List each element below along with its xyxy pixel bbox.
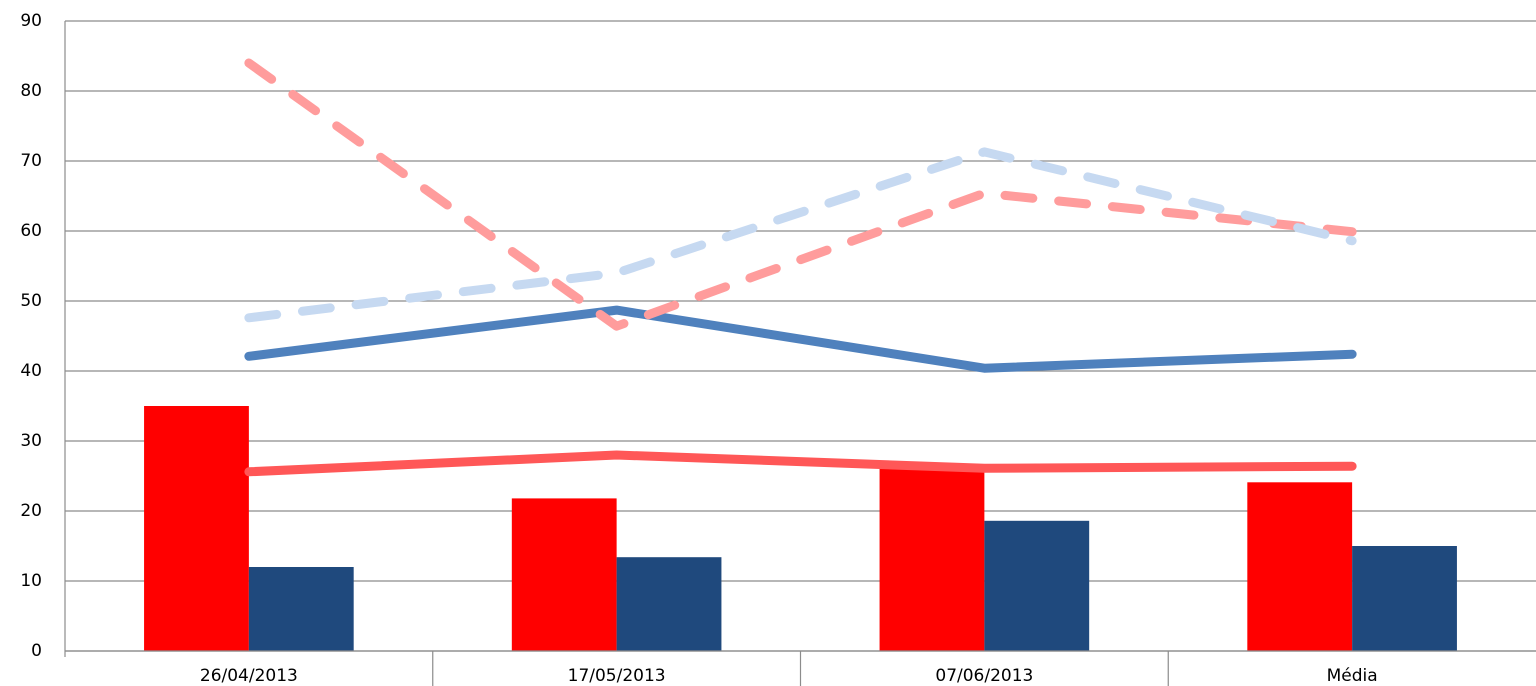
y-tick-label: 30: [20, 431, 42, 451]
y-tick-label: 20: [20, 501, 42, 521]
y-tick-label: 50: [20, 291, 42, 311]
y-tick-label: 0: [31, 641, 42, 661]
bar: [879, 468, 985, 651]
line-series: [244, 147, 1357, 323]
y-tick-label: 80: [20, 81, 42, 101]
x-tick-label: 07/06/2013: [935, 666, 1033, 686]
y-tick-label: 10: [20, 571, 42, 591]
y-tick-label: 90: [20, 11, 42, 31]
bar: [616, 557, 722, 651]
x-tick-label: 26/04/2013: [200, 666, 298, 686]
y-tick-label: 70: [20, 151, 42, 171]
y-tick-label: 60: [20, 221, 42, 241]
line-series: [244, 305, 1357, 373]
bar: [248, 567, 354, 651]
bar: [984, 520, 1090, 651]
y-tick-label: 40: [20, 361, 42, 381]
x-tick-label: Média: [1327, 666, 1378, 686]
bar: [1247, 482, 1353, 651]
line-series: [244, 58, 1357, 331]
x-tick-label: 17/05/2013: [568, 666, 666, 686]
bar: [144, 406, 249, 651]
line-series: [244, 450, 1357, 477]
bar: [511, 498, 617, 651]
bar: [1352, 546, 1457, 651]
